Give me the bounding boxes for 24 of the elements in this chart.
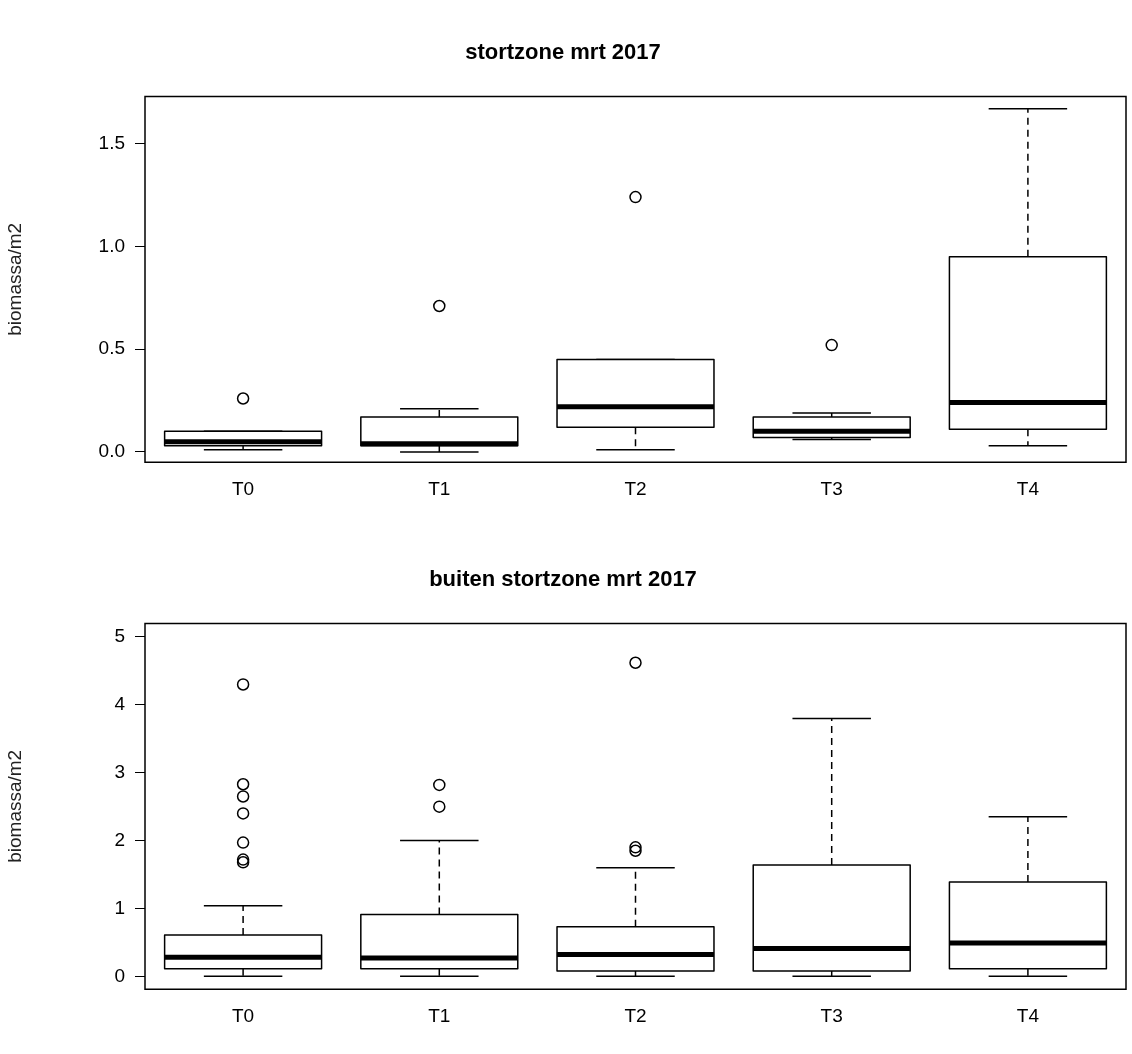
y-axis-title: biomassa/m2 [3, 222, 25, 336]
x-tick-label: T1 [428, 1004, 451, 1026]
y-tick-label: 0.0 [98, 440, 125, 462]
x-tick-label: T3 [820, 477, 843, 499]
y-tick-label: 0.5 [98, 337, 125, 359]
y-tick-label: 5 [114, 625, 125, 647]
y-tick-label: 4 [114, 693, 126, 715]
y-tick-label: 1.0 [98, 234, 125, 256]
x-tick-label: T4 [1016, 477, 1040, 499]
chart-title: stortzone mrt 2017 [465, 39, 661, 65]
y-axis-title: biomassa/m2 [3, 749, 25, 863]
y-tick-label: 3 [114, 760, 125, 782]
x-tick-label: T0 [232, 1004, 255, 1026]
y-tick-label: 0 [114, 964, 125, 986]
y-tick-label: 1.5 [98, 131, 125, 153]
x-tick-label: T1 [428, 477, 451, 499]
x-tick-label: T0 [232, 477, 255, 499]
x-tick-label: T2 [624, 477, 647, 499]
y-tick-label: 1 [114, 896, 125, 918]
x-tick-label: T2 [624, 1004, 647, 1026]
chart-title: buiten stortzone mrt 2017 [429, 566, 697, 592]
y-tick-label: 2 [114, 828, 125, 850]
x-tick-label: T4 [1016, 1004, 1040, 1026]
x-tick-label: T3 [820, 1004, 843, 1026]
